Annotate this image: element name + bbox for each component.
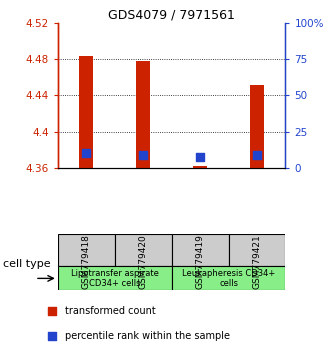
Point <box>49 333 54 339</box>
Title: GDS4079 / 7971561: GDS4079 / 7971561 <box>108 9 235 22</box>
Bar <box>79 56 93 168</box>
Text: Leukapheresis CD34+
cells: Leukapheresis CD34+ cells <box>182 269 275 288</box>
Bar <box>172 234 228 267</box>
Point <box>254 152 260 158</box>
Text: cell type: cell type <box>3 259 51 269</box>
Text: GSM779418: GSM779418 <box>82 234 91 289</box>
Text: GSM779421: GSM779421 <box>252 234 261 289</box>
Text: Lipotransfer aspirate
CD34+ cells: Lipotransfer aspirate CD34+ cells <box>71 269 159 288</box>
Bar <box>250 85 264 168</box>
Bar <box>58 234 115 267</box>
Point <box>141 152 146 158</box>
Text: percentile rank within the sample: percentile rank within the sample <box>65 331 230 341</box>
Bar <box>172 267 285 290</box>
Point <box>197 154 203 160</box>
Bar <box>193 166 207 168</box>
Text: GSM779419: GSM779419 <box>196 234 205 289</box>
Bar <box>58 267 172 290</box>
Bar <box>228 234 285 267</box>
Bar <box>136 61 150 168</box>
Bar <box>115 234 172 267</box>
Text: transformed count: transformed count <box>65 306 155 316</box>
Text: GSM779420: GSM779420 <box>139 234 148 289</box>
Point <box>83 150 89 156</box>
Point <box>49 308 54 314</box>
